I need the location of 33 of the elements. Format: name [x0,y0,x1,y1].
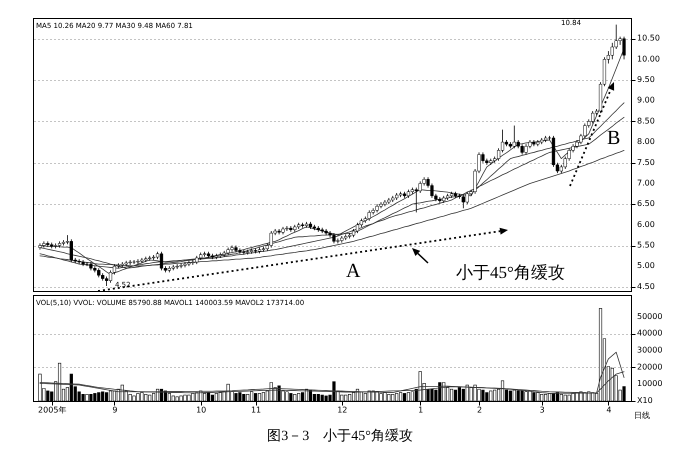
y-tick-label: 30000 [637,346,662,355]
y-tick-label: 9.00 [637,96,655,105]
annotation: A [346,260,361,282]
y-tick-label: 6.00 [637,220,655,229]
y-tick-label: 10000 [637,379,662,388]
y-tick-label: 5.50 [637,240,655,250]
annotation: B [607,127,620,149]
y-tick-label: 6.50 [637,199,655,208]
y-tick-label: 8.00 [637,137,655,146]
text: 日线 [634,411,650,420]
y-tick-label: 5.00 [637,261,655,270]
caption: 图3－3 小于45°角缓攻 [267,429,413,444]
x-tick-label: 2005年 [38,406,66,414]
x-tick-label: 4 [606,406,612,414]
y-tick-label: 50000 [637,312,662,321]
y-tick-label: 10.50 [637,34,660,43]
x-tick-label: 1 [418,406,424,414]
y-tick-label: 4.50 [637,282,655,291]
x-tick-label: 12 [337,406,348,414]
y-tick-label: 8.50 [637,116,655,126]
annotation: 小于45°角缓攻 [456,263,565,282]
y-tick-label: 7.50 [637,158,655,167]
x-tick-label: 11 [250,406,262,414]
y-tick-label: 20000 [637,362,662,372]
x-tick-label: 3 [540,406,545,414]
y-tick-label: 40000 [637,328,662,338]
y-tick-label: 10.00 [637,54,660,64]
x-tick-label: 9 [112,406,118,414]
x-tick-label: 2 [476,406,482,414]
y-tick-label: 7.00 [637,178,655,188]
x-tick-label: 10 [196,406,206,414]
y-tick-label: X10 [637,396,653,405]
y-tick-label: 9.50 [637,75,655,84]
